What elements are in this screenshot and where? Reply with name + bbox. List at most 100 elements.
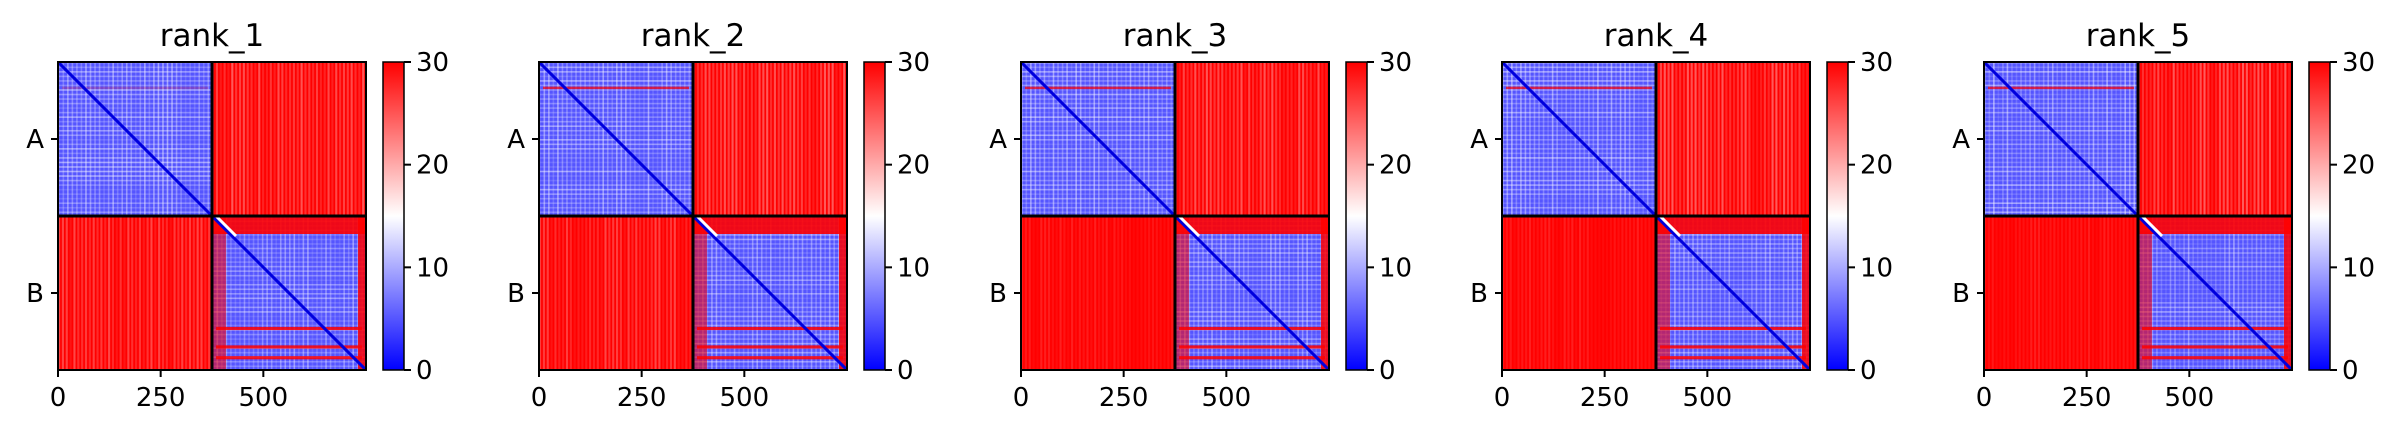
stripe — [2245, 62, 2248, 216]
stripe — [2234, 62, 2237, 216]
grid-line — [58, 80, 212, 82]
grid-line — [2106, 62, 2108, 216]
stripe — [161, 216, 165, 370]
y-tick-label-B: B — [507, 279, 525, 309]
grid-line — [1175, 274, 1329, 277]
colorbar-tick-label: 0 — [897, 356, 914, 386]
stripe — [2268, 62, 2272, 216]
grid-line — [2101, 62, 2104, 216]
stripe — [200, 216, 203, 370]
stripe — [2272, 62, 2275, 216]
stripe — [1775, 62, 1778, 216]
stripe — [1579, 216, 1582, 370]
hot-row — [216, 326, 362, 331]
grid-line — [1502, 98, 1656, 100]
stripe — [789, 62, 792, 216]
grid-line — [629, 62, 632, 216]
stripe — [673, 216, 676, 370]
grid-line — [1220, 216, 1222, 370]
stripe — [1159, 216, 1162, 370]
stripe — [1767, 62, 1770, 216]
grid-line — [212, 365, 366, 368]
stripe — [346, 62, 349, 216]
grid-line — [2233, 216, 2235, 370]
stripe — [150, 216, 153, 370]
stripe — [1148, 216, 1151, 370]
stripe — [2176, 62, 2179, 216]
grid-line — [98, 62, 101, 216]
grid-line — [1021, 134, 1175, 137]
stripe — [773, 62, 776, 216]
stripe — [1505, 216, 1508, 370]
grid-line — [760, 216, 763, 370]
grid-line — [1651, 62, 1654, 216]
grid-line — [1674, 216, 1676, 370]
grid-line — [58, 102, 212, 105]
colorbar-tick-label: 20 — [416, 151, 449, 181]
grid-line — [1211, 216, 1213, 370]
diagonal-gap — [1658, 214, 1682, 238]
grid-line — [157, 62, 160, 216]
grid-line — [293, 216, 296, 370]
hot-row — [543, 86, 689, 90]
stripe — [323, 62, 326, 216]
grid-line — [584, 62, 586, 216]
grid-line — [212, 279, 366, 282]
grid-line — [2138, 297, 2292, 300]
grid-line — [693, 320, 847, 322]
plot-frame — [538, 61, 848, 371]
grid-line — [212, 283, 366, 286]
stripe — [77, 216, 80, 370]
grid-line — [212, 320, 366, 322]
grid-line — [1565, 62, 1568, 216]
colorbar-tick-label: 30 — [416, 48, 449, 78]
stripe — [2161, 62, 2164, 216]
grid-line — [1319, 216, 1322, 370]
stripe — [1051, 216, 1054, 370]
stripe — [2149, 62, 2152, 216]
grid-line — [720, 216, 722, 370]
stripe — [1067, 216, 1069, 370]
stripe — [1509, 216, 1512, 370]
stripe — [2218, 62, 2221, 216]
grid-line — [1782, 216, 1785, 370]
colorbar-tick-label: 30 — [897, 48, 930, 78]
stripe — [754, 62, 757, 216]
grid-line — [1656, 338, 1810, 340]
grid-line — [1502, 129, 1656, 132]
grid-line — [1583, 62, 1586, 216]
grid-line — [1175, 302, 1329, 304]
grid-line — [1984, 193, 2138, 195]
grid-line — [1778, 216, 1780, 370]
grid-line — [1021, 89, 1175, 91]
x-tick-label: 0 — [1494, 383, 1511, 413]
stripe — [65, 216, 68, 370]
grid-line — [693, 333, 847, 336]
grid-line — [1147, 62, 1150, 216]
grid-line — [230, 216, 232, 370]
grid-line — [2029, 62, 2031, 216]
grid-line — [706, 216, 709, 370]
stripe — [1155, 216, 1158, 370]
grid-line — [58, 84, 212, 87]
stripe — [1717, 62, 1720, 216]
stripe — [1621, 216, 1624, 370]
stripe — [750, 62, 753, 216]
stripe — [1748, 62, 1751, 216]
grid-line — [212, 247, 366, 250]
grid-line — [1021, 157, 1175, 159]
stripe — [2261, 62, 2264, 216]
grid-line — [833, 216, 836, 370]
grid-line — [665, 62, 668, 216]
grid-line — [575, 62, 577, 216]
panel-title: rank_1 — [160, 18, 265, 54]
diagonal-B — [1654, 214, 1810, 370]
grid-line — [693, 234, 847, 236]
hot-row — [697, 326, 843, 331]
grid-line — [2138, 279, 2292, 282]
stripe — [58, 216, 61, 370]
stripe — [604, 216, 607, 370]
grid-line — [674, 62, 677, 216]
grid-line — [797, 216, 799, 370]
grid-line — [2228, 216, 2231, 370]
